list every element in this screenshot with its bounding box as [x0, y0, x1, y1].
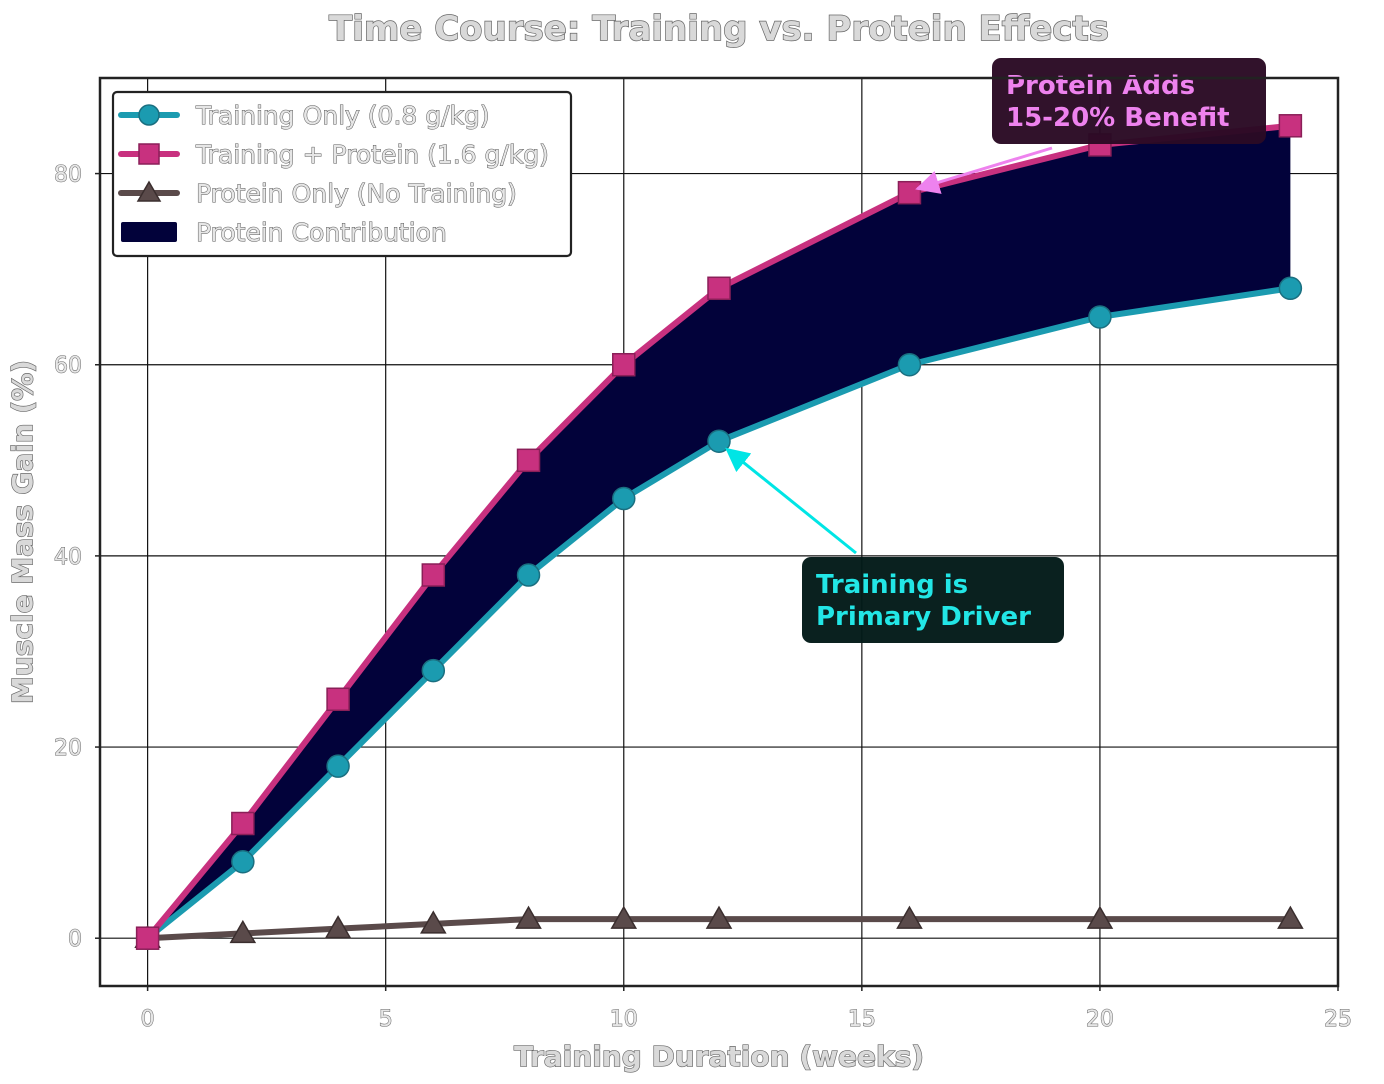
legend-label: Protein Only (No Training)	[196, 179, 517, 208]
data-point-square	[707, 276, 731, 301]
y-tick-label: 60	[54, 354, 82, 379]
y-tick-label: 20	[54, 736, 82, 761]
legend-frame	[111, 90, 573, 258]
data-point-circle	[231, 849, 255, 874]
x-tick-label: 5	[379, 1007, 393, 1032]
annotation-arrow	[725, 447, 857, 555]
x-tick-label: 0	[141, 1007, 155, 1032]
legend: Training Only (0.8 g/kg) Training + Prote…	[111, 90, 573, 258]
data-point-square	[135, 926, 160, 950]
data-point-triangle	[324, 915, 352, 939]
data-point-triangle	[705, 905, 733, 929]
series-layer	[134, 114, 1304, 950]
series-line	[144, 122, 1294, 942]
legend-entry: Protein Contribution	[121, 218, 447, 248]
data-point-triangle	[610, 905, 638, 929]
data-point-circle	[326, 754, 350, 778]
y-tick-label: 0	[68, 927, 82, 952]
series-triangle	[134, 905, 1304, 948]
data-point-circle	[707, 429, 731, 453]
data-point-circle	[1088, 305, 1112, 329]
data-point-square	[231, 811, 255, 836]
data-point-square	[612, 352, 636, 377]
data-point-triangle	[1086, 905, 1114, 929]
protein-contribution-fill	[147, 125, 1291, 939]
plot-frame	[98, 76, 1340, 988]
data-point-circle	[897, 352, 922, 377]
data-point-circle	[612, 486, 636, 511]
y-tick-label: 40	[54, 545, 82, 570]
data-point-circle	[421, 658, 446, 683]
data-point-square	[326, 687, 350, 712]
data-point-square	[897, 180, 922, 205]
chart-title: Time Course: Training vs. Protein Effect…	[329, 9, 1109, 49]
data-point-square	[138, 143, 160, 165]
legend-swatch-fill	[121, 222, 177, 242]
data-point-square	[516, 448, 541, 473]
data-point-triangle	[1277, 905, 1304, 929]
annotation-text-line: Protein Adds	[1006, 71, 1195, 101]
data-point-square	[1278, 114, 1303, 138]
legend-entry: Training Only (0.8 g/kg)	[118, 101, 490, 131]
x-ticks: 0 5 10 15 20 25	[140, 986, 1353, 1033]
x-tick-label: 25	[1324, 1007, 1352, 1032]
data-point-triangle	[420, 910, 447, 934]
protein-contribution-area	[147, 125, 1291, 939]
annotation-text-line: Primary Driver	[816, 602, 1031, 632]
y-ticks: 0 20 40 60 80	[54, 162, 100, 953]
legend-label: Training + Protein (1.6 g/kg)	[195, 140, 549, 169]
data-point-circle	[1278, 276, 1303, 301]
annotation-arrow	[915, 146, 1053, 194]
x-tick-label: 15	[848, 1007, 876, 1032]
legend-entry: Protein Only (No Training)	[118, 179, 517, 209]
x-axis-label: Training Duration (weeks)	[514, 1040, 924, 1073]
annotation-background	[802, 557, 1064, 643]
data-point-triangle	[896, 905, 923, 929]
legend-label: Training Only (0.8 g/kg)	[195, 101, 490, 130]
legend-label: Protein Contribution	[196, 218, 447, 247]
data-point-circle	[138, 104, 160, 126]
y-axis-label: Muscle Mass Gain (%)	[6, 360, 39, 704]
data-point-circle	[516, 563, 541, 587]
series-line	[144, 285, 1294, 942]
x-tick-label: 10	[610, 1007, 638, 1032]
data-point-triangle	[229, 919, 257, 944]
data-point-square	[421, 563, 446, 587]
data-point-triangle	[136, 180, 162, 202]
x-tick-label: 20	[1086, 1007, 1114, 1032]
annotation-text-line: 15-20% Benefit	[1006, 103, 1230, 133]
series-line	[144, 916, 1294, 942]
annotation-text-line: Training is	[816, 570, 968, 600]
data-point-triangle	[515, 905, 542, 929]
annotation-background	[992, 58, 1266, 144]
y-tick-label: 80	[54, 163, 82, 188]
legend-entry: Training + Protein (1.6 g/kg)	[118, 140, 549, 170]
